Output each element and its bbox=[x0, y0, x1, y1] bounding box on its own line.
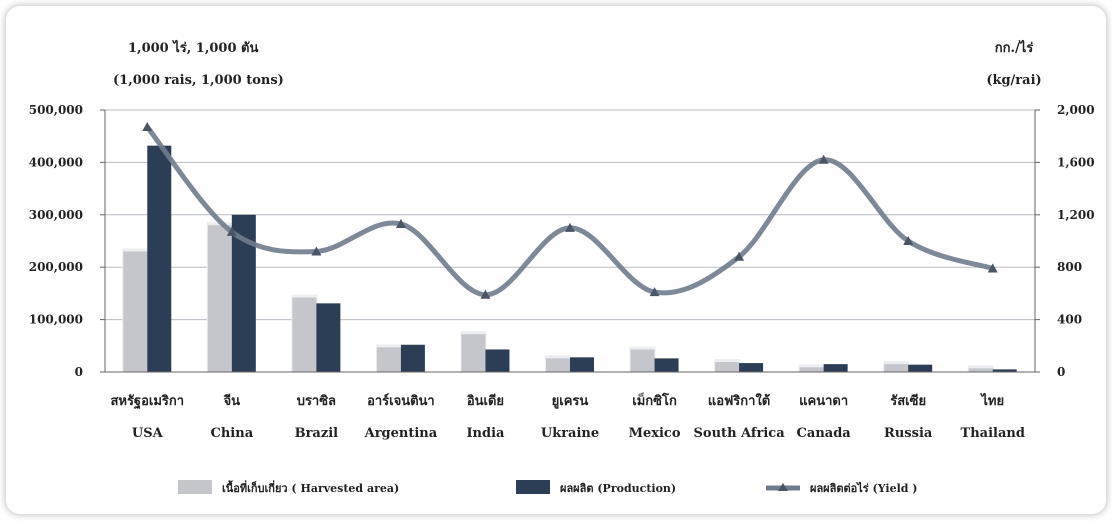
bar-production bbox=[570, 357, 594, 372]
bar-harvested-area bbox=[461, 334, 486, 372]
legend: เนื้อที่เก็บเกี่ยว ( Harvested area) ผลผ… bbox=[178, 480, 917, 495]
right-tick-label: 400 bbox=[1057, 313, 1082, 327]
left-tick-label: 200,000 bbox=[29, 260, 83, 274]
legend-label-yield: ผลผลิตต่อไร่ (Yield ) bbox=[810, 481, 917, 495]
category-label-en: China bbox=[211, 426, 254, 441]
bar-harvested-area bbox=[884, 364, 909, 372]
yield-line bbox=[144, 124, 996, 298]
bar-harvested-area bbox=[292, 297, 317, 372]
yield-point bbox=[226, 226, 237, 236]
bar-production bbox=[147, 145, 172, 372]
bar-production bbox=[908, 364, 933, 372]
yield-point bbox=[649, 287, 660, 297]
category-label-th: เม็กซิโก bbox=[632, 391, 677, 409]
bar-harvested-area bbox=[799, 367, 824, 372]
category-label-en: Russia bbox=[884, 426, 933, 441]
bar-harvested-area bbox=[546, 358, 570, 372]
bar-production bbox=[485, 349, 510, 372]
category-label-th: แอฟริกาใต้ bbox=[708, 392, 770, 409]
category-label-th: แคนาดา bbox=[799, 394, 848, 409]
category-label-en: Canada bbox=[797, 426, 852, 441]
bar-harvested-area bbox=[376, 347, 401, 372]
bar-production bbox=[823, 364, 848, 372]
category-label-en: Mexico bbox=[629, 426, 681, 441]
bar-harvested-area bbox=[123, 251, 148, 372]
left-unit-th: 1,000 ไร่, 1,000 ตัน bbox=[128, 39, 258, 56]
category-label-th: รัสเซีย bbox=[890, 393, 926, 409]
bar-harvested-area bbox=[207, 225, 232, 372]
bar-production bbox=[739, 363, 764, 372]
bar-harvested-area bbox=[715, 362, 740, 372]
bar-series bbox=[122, 145, 1017, 372]
left-tick-label: 300,000 bbox=[29, 208, 83, 222]
left-tick-label: 100,000 bbox=[29, 313, 83, 327]
yield-point bbox=[903, 236, 914, 245]
yield-point bbox=[311, 246, 322, 256]
category-label-th: อินเดีย bbox=[467, 393, 504, 409]
right-unit-th: กก./ไร่ bbox=[995, 39, 1034, 56]
category-label-th: สหรัฐอเมริกา bbox=[110, 394, 184, 410]
yield-point bbox=[480, 289, 491, 299]
category-label-en: India bbox=[466, 426, 505, 441]
category-labels: สหรัฐอเมริกา USA จีน China บราซิล Brazil อาร์เ… bbox=[110, 391, 1024, 441]
right-tick-label: 0 bbox=[1057, 365, 1065, 379]
bar-production bbox=[992, 369, 1017, 372]
legend-swatch-production bbox=[516, 480, 550, 494]
right-tick-label: 1,600 bbox=[1057, 155, 1095, 169]
category-label-th: ไทย bbox=[979, 392, 1004, 409]
chart-frame bbox=[6, 6, 1106, 514]
right-tick-label: 800 bbox=[1057, 260, 1082, 274]
category-label-en: South Africa bbox=[694, 426, 786, 441]
category-label-th: บราซิล bbox=[297, 394, 336, 409]
bar-harvested-area bbox=[968, 368, 993, 372]
yield-line-series bbox=[142, 122, 998, 299]
right-tick-label: 2,000 bbox=[1057, 103, 1095, 117]
category-label-en: Ukraine bbox=[541, 426, 599, 441]
category-label-en: Brazil bbox=[295, 426, 339, 441]
legend-label-harvested-area: เนื้อที่เก็บเกี่ยว ( Harvested area) bbox=[222, 480, 399, 495]
bar-production bbox=[654, 358, 679, 372]
bar-production bbox=[316, 303, 341, 372]
legend-swatch-yield-marker bbox=[778, 483, 788, 491]
yield-point bbox=[987, 263, 998, 273]
tick-labels: 0 0 100,000 400 200,000 800 300,000 1,200 400,00… bbox=[29, 103, 1095, 379]
yield-point bbox=[818, 154, 829, 164]
category-label-en: Argentina bbox=[364, 426, 438, 441]
category-label-en: USA bbox=[132, 426, 164, 441]
category-label-th: อาร์เจนตินา bbox=[367, 393, 435, 409]
bar-harvested-area bbox=[630, 349, 655, 372]
legend-swatch-harvested-area bbox=[178, 480, 212, 494]
bar-production bbox=[400, 344, 425, 372]
yield-point bbox=[565, 222, 575, 232]
category-label-en: Thailand bbox=[961, 426, 1025, 441]
left-tick-label: 500,000 bbox=[29, 103, 83, 117]
yield-point bbox=[734, 251, 745, 261]
axes bbox=[104, 110, 1036, 373]
left-unit-en: (1,000 rais, 1,000 tons) bbox=[113, 73, 284, 88]
left-tick-label: 400,000 bbox=[29, 155, 83, 169]
legend-label-production: ผลผลิต (Production) bbox=[560, 482, 676, 495]
left-tick-label: 0 bbox=[75, 365, 83, 379]
category-label-th: จีน bbox=[223, 393, 240, 409]
yield-point bbox=[395, 218, 406, 228]
category-label-th: ยูเครน bbox=[552, 394, 589, 409]
right-unit-en: (kg/rai) bbox=[986, 73, 1041, 88]
yield-point bbox=[142, 122, 153, 132]
right-tick-label: 1,200 bbox=[1057, 208, 1095, 222]
